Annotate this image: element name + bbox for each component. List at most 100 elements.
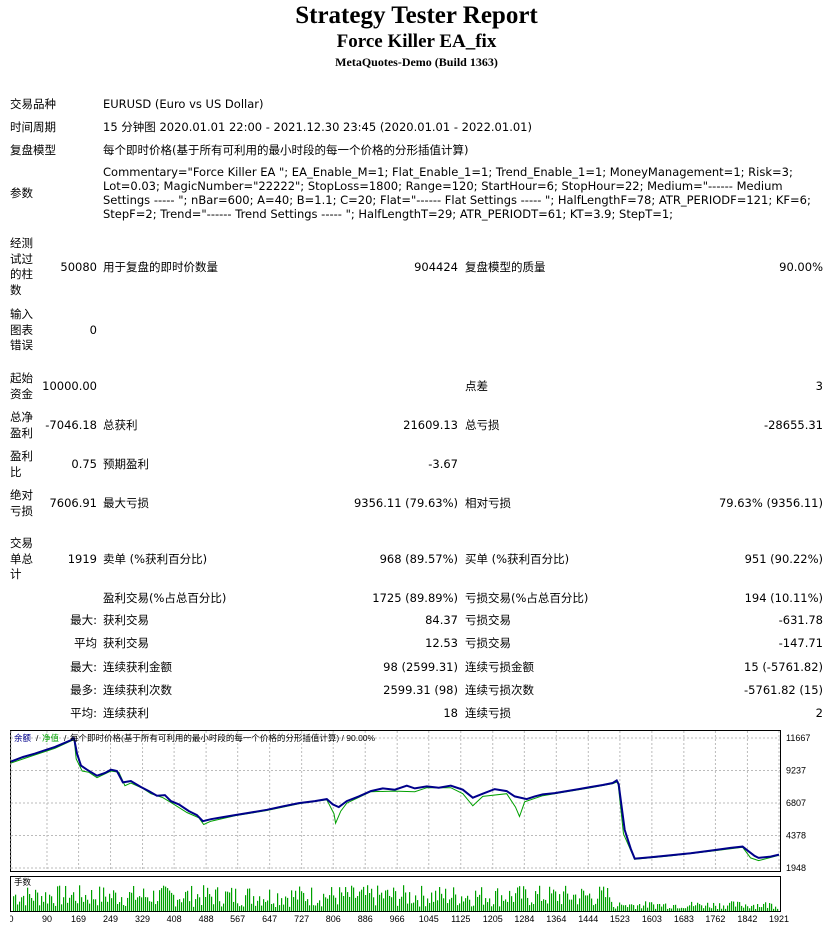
volume-bar (739, 902, 741, 911)
volume-bar (275, 906, 277, 911)
y-tick-label: 6807 (786, 798, 806, 808)
volume-bar (69, 897, 71, 911)
net-profit-value: -7046.18 (45, 418, 97, 432)
volume-bar (631, 904, 633, 911)
volume-bar (43, 901, 45, 911)
quality-label: 复盘模型的质量 (465, 260, 546, 274)
volume-bar (539, 885, 541, 911)
net-profit-label: 总净盈利 (10, 410, 33, 440)
volume-bar (257, 900, 259, 911)
volume-bar (715, 905, 717, 911)
volume-bar (145, 897, 147, 911)
volume-bar (655, 908, 657, 911)
volume-bar (755, 908, 757, 911)
volume-bar (505, 899, 507, 911)
volume-bar (133, 885, 135, 911)
x-tick-label: 1523 (610, 914, 630, 924)
volume-bar (537, 894, 539, 911)
volume-bar (115, 892, 117, 911)
volume-bar (57, 886, 59, 911)
loss-trades-value: 194 (10.11%) (744, 591, 823, 605)
volume-bar (605, 897, 607, 911)
volume-bar (135, 899, 137, 911)
x-tick-label: 1205 (483, 914, 503, 924)
ea-name: Force Killer EA_fix (336, 31, 497, 52)
volume-bar (449, 899, 451, 911)
spread-label: 点差 (465, 379, 488, 393)
volume-bar (191, 885, 193, 911)
y-tick-label: 9237 (786, 766, 806, 776)
legend-equity: 净值 (42, 733, 60, 743)
symbol-value: EURUSD (Euro vs US Dollar) (103, 97, 264, 111)
volume-bar (95, 899, 97, 911)
volume-bar (305, 901, 307, 911)
volume-bar (665, 903, 667, 911)
volume-bar (277, 893, 279, 911)
volume-bar (711, 908, 713, 911)
profit-trades-value: 1725 (89.89%) (372, 591, 458, 605)
volume-bar (679, 908, 681, 911)
volume-bar (383, 898, 385, 911)
legend-model: 每个即时价格(基于所有可利用的最小时段的每一个价格的分形插值计算) / 90.0… (70, 733, 376, 743)
volume-bar (287, 897, 289, 911)
volume-bar (101, 901, 103, 911)
volume-bar (343, 896, 345, 911)
volume-bar (111, 898, 113, 911)
volume-bar (241, 905, 243, 911)
volume-bar (719, 903, 721, 911)
volume-bar (375, 905, 377, 911)
volume-bar (521, 898, 523, 911)
volume-bar (127, 897, 129, 911)
x-tick-label: 408 (167, 914, 182, 924)
volume-bar (25, 905, 27, 911)
x-tick-label: 886 (358, 914, 373, 924)
volume-bar (405, 892, 407, 911)
volume-bar (703, 908, 705, 911)
volume-bar (195, 899, 197, 911)
volume-bar (181, 902, 183, 911)
volume-bar (507, 901, 509, 911)
volume-bar (13, 896, 15, 911)
volume-bar (555, 891, 557, 911)
model-label: 复盘模型 (10, 143, 56, 157)
volume-bar (317, 902, 319, 911)
period-value: 15 分钟图 2020.01.01 22:00 - 2021.12.30 23:… (103, 120, 532, 134)
row-value-left: 12.53 (425, 636, 458, 650)
volume-bar (37, 892, 39, 911)
volume-bar (109, 893, 111, 911)
volume-bar (389, 895, 391, 911)
volume-bar (293, 897, 295, 911)
x-tick-label: 1842 (737, 914, 757, 924)
volume-bar (361, 889, 363, 911)
volume-bar (511, 896, 513, 911)
volume-bar (341, 892, 343, 911)
row-value-right: -147.71 (778, 636, 823, 650)
volume-bar (575, 894, 577, 911)
x-tick-label: 169 (71, 914, 86, 924)
volume-bar (527, 897, 529, 911)
volume-bar (765, 902, 767, 911)
volume-bar (289, 906, 291, 911)
volume-bar (627, 907, 629, 911)
volume-bar (429, 902, 431, 911)
volume-bar (707, 902, 709, 911)
volume-bar (47, 903, 49, 911)
volume-bar (535, 891, 537, 911)
volume-bar (15, 894, 17, 911)
volume-bar (635, 908, 637, 911)
volume-bar (651, 902, 653, 911)
volume-bar (151, 901, 153, 911)
volume-bar (565, 885, 567, 911)
row-value-right: 15 (-5761.82) (744, 660, 823, 674)
volume-bar (155, 904, 157, 911)
abs-drawdown-label: 绝对亏损 (10, 488, 33, 518)
gross-loss-value: -28655.31 (763, 418, 823, 432)
volume-bar (491, 906, 493, 911)
volume-bar (725, 908, 727, 911)
volume-bar (463, 901, 465, 911)
volume-bar (457, 905, 459, 911)
volume-bar (731, 901, 733, 911)
volume-bar (395, 891, 397, 911)
row-label-left: 连续获利金额 (103, 660, 172, 674)
volume-bar (673, 905, 675, 911)
